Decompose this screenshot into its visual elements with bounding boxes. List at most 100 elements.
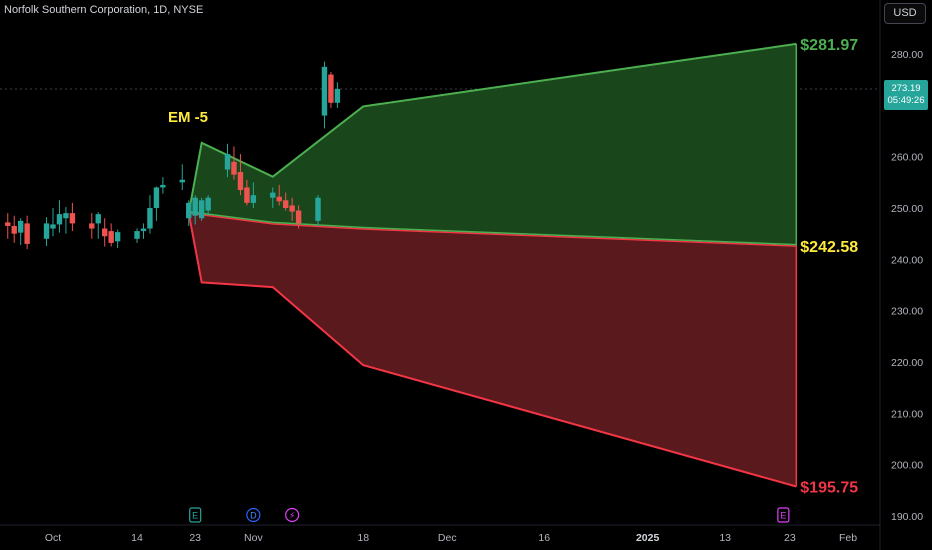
candle-body xyxy=(160,184,166,188)
candle xyxy=(270,187,276,208)
candle-body xyxy=(192,197,198,216)
candle-body xyxy=(270,192,276,198)
lightning-icon: ⚡ xyxy=(289,512,295,522)
candle-body xyxy=(24,223,30,244)
candle xyxy=(315,195,321,226)
lower-boundary-line xyxy=(187,212,797,488)
candle xyxy=(24,215,30,250)
candle xyxy=(147,195,153,234)
lower-price-label: $195.75 xyxy=(800,479,858,496)
earnings-marker-text: E xyxy=(780,511,786,521)
candle xyxy=(289,197,295,221)
candle xyxy=(102,218,108,247)
event-marker[interactable]: E xyxy=(189,507,202,523)
x-tick-label: 14 xyxy=(131,532,143,544)
candle xyxy=(63,206,69,234)
lower-range-area xyxy=(188,213,797,487)
x-tick-label: 13 xyxy=(719,532,731,544)
candle-body xyxy=(95,214,101,224)
last-price-value: 273.19 xyxy=(891,83,921,94)
x-tick-label: 18 xyxy=(357,532,369,544)
candle xyxy=(224,143,231,178)
event-marker[interactable]: ⚡ xyxy=(285,507,300,523)
upper-range-area xyxy=(188,43,797,247)
candle xyxy=(198,197,205,221)
event-marker[interactable]: E xyxy=(777,507,790,523)
candle xyxy=(179,164,185,191)
candle xyxy=(11,215,17,243)
y-tick-label: 230.00 xyxy=(891,306,923,318)
candle xyxy=(334,82,341,108)
y-tick-label: 240.00 xyxy=(891,254,923,266)
candle xyxy=(295,205,302,229)
candle xyxy=(56,200,63,233)
candle-body xyxy=(224,154,231,170)
candle xyxy=(282,192,289,211)
candle xyxy=(237,154,244,196)
candle-body xyxy=(244,187,250,203)
candle-body xyxy=(334,88,341,103)
candle xyxy=(160,177,166,194)
candle-body xyxy=(69,213,76,224)
candle-body xyxy=(43,223,50,239)
dividend-marker-icon xyxy=(246,507,261,523)
earnings-marker-icon xyxy=(189,507,202,523)
event-marker[interactable]: D xyxy=(246,507,261,523)
upper-boundary-line xyxy=(187,42,797,214)
candle xyxy=(43,217,50,246)
x-tick-label: 23 xyxy=(784,532,796,544)
candle-body xyxy=(237,172,244,191)
candle xyxy=(114,229,121,249)
candle-body xyxy=(205,197,211,211)
candle-body xyxy=(295,210,302,224)
countdown-timer: 05:49:26 xyxy=(887,95,925,106)
x-tick-label: Feb xyxy=(839,532,857,544)
candle xyxy=(95,212,101,239)
candle-body xyxy=(140,228,147,232)
candle-body xyxy=(17,220,24,233)
candle-body xyxy=(102,228,108,237)
candle xyxy=(69,202,76,232)
y-tick-label: 260.00 xyxy=(891,152,923,164)
candle xyxy=(244,179,250,206)
candle-body xyxy=(282,200,289,208)
candle-body xyxy=(63,213,69,219)
candle-body xyxy=(328,74,334,103)
upper-price-label: $281.97 xyxy=(800,37,858,54)
candle-body xyxy=(231,161,237,175)
candle-body xyxy=(5,222,11,226)
candle xyxy=(250,182,257,208)
expected-move-label: EM -5 xyxy=(168,109,208,126)
center-line-red xyxy=(188,212,797,247)
earnings-marker-text: E xyxy=(192,511,198,521)
candle-body xyxy=(276,196,282,202)
candle xyxy=(108,223,114,247)
candle xyxy=(134,228,140,243)
candle xyxy=(89,213,95,239)
candle-body xyxy=(108,231,114,243)
x-tick-label: 2025 xyxy=(636,532,660,544)
candle xyxy=(186,200,192,226)
candle-body xyxy=(289,205,295,212)
last-price-badge: 273.19 05:49:26 xyxy=(884,80,928,110)
candle xyxy=(192,195,198,225)
x-tick-label: 16 xyxy=(538,532,550,544)
candle-body xyxy=(198,200,205,219)
chart-title: Norfolk Southern Corporation, 1D, NYSE xyxy=(4,4,204,16)
candle xyxy=(153,186,160,221)
y-tick-label: 220.00 xyxy=(891,357,923,369)
y-tick-label: 280.00 xyxy=(891,49,923,61)
x-tick-label: 23 xyxy=(189,532,201,544)
candle-body xyxy=(186,202,192,219)
candle-body xyxy=(321,66,328,116)
candle-body xyxy=(179,179,185,183)
candle-body xyxy=(11,225,17,234)
candle xyxy=(321,61,328,129)
y-tick-label: 210.00 xyxy=(891,408,923,420)
candle xyxy=(50,208,56,237)
candle xyxy=(17,218,24,245)
candle xyxy=(328,71,334,108)
currency-button[interactable]: USD xyxy=(884,3,926,24)
candle-body xyxy=(315,197,321,221)
